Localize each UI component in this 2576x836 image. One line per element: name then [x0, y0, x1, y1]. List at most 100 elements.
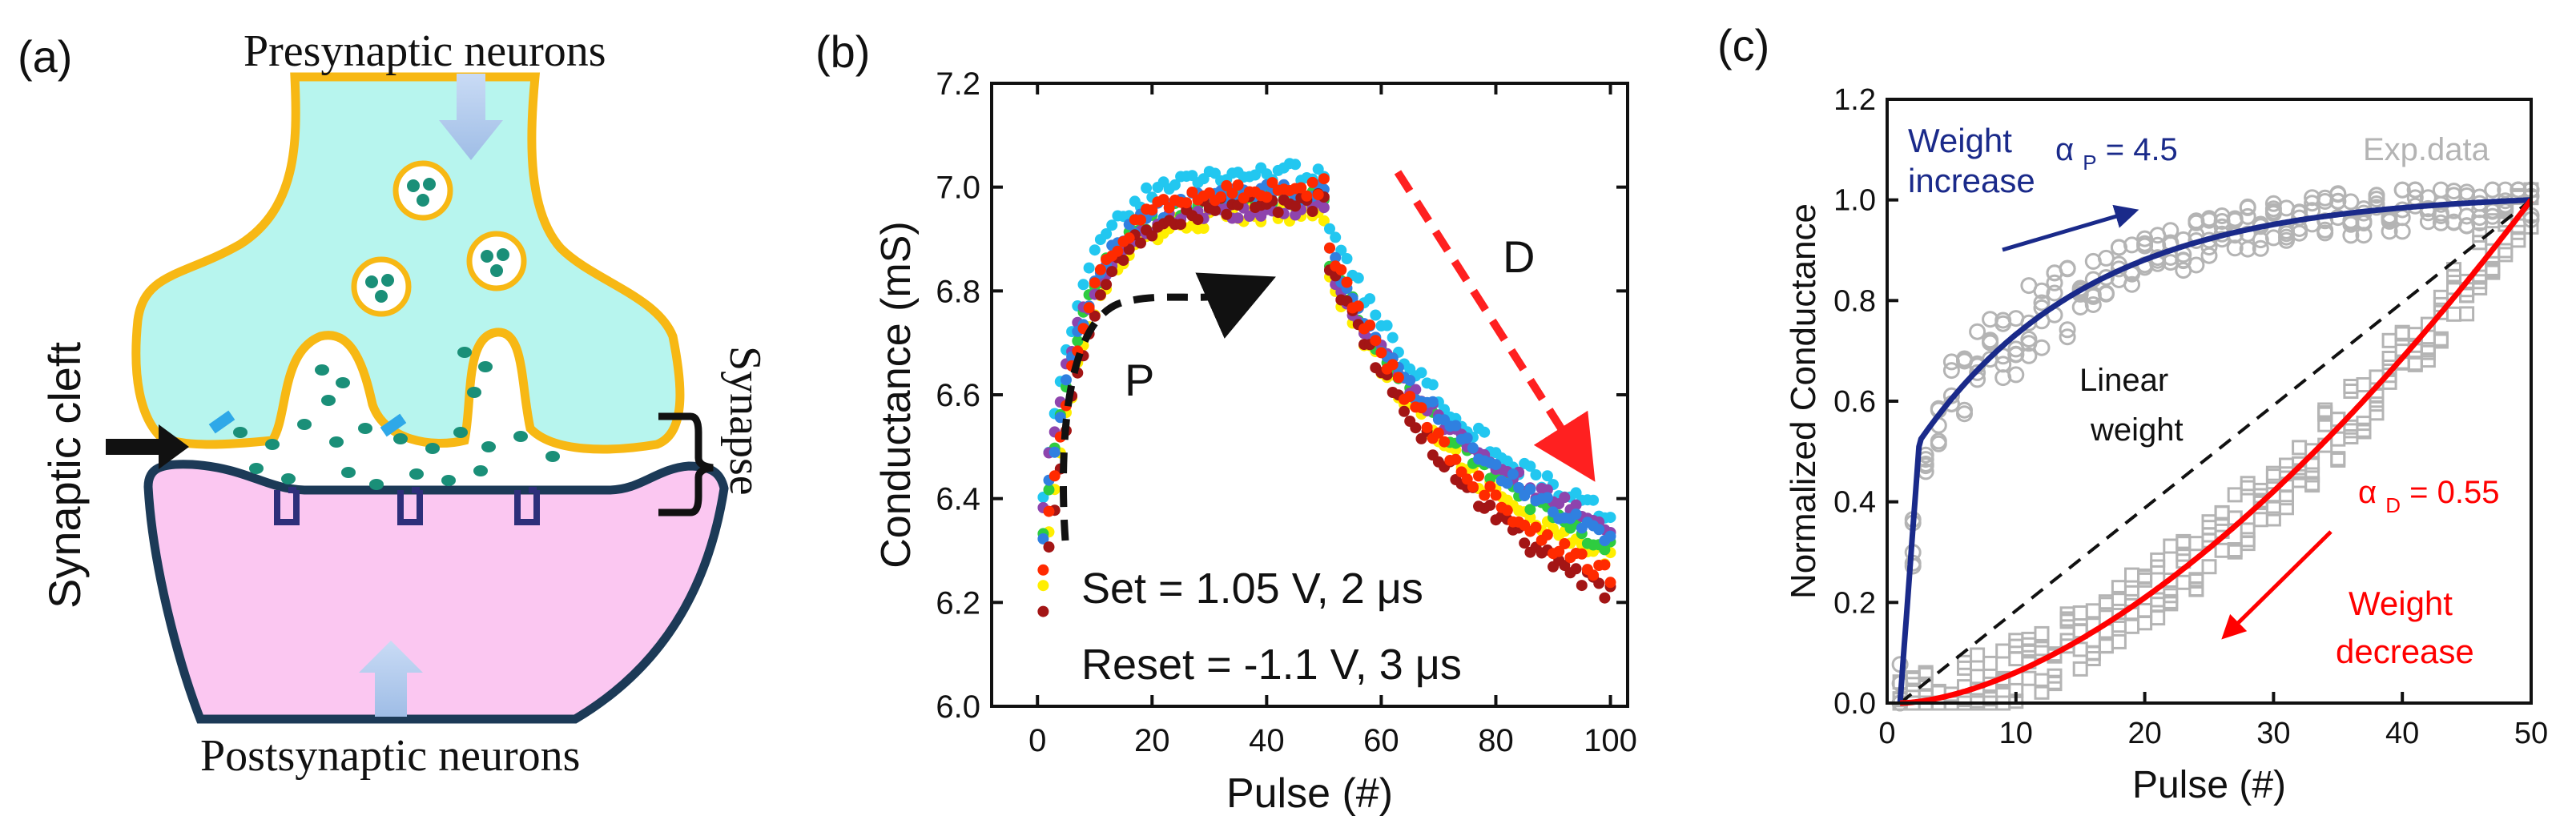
synaptic-cleft-arrow [106, 424, 189, 469]
data-point [1072, 335, 1084, 347]
y-tick-label: 6.8 [936, 274, 980, 309]
data-point [1037, 533, 1049, 545]
exp-point-circle [2304, 195, 2321, 212]
exp-point-square [2240, 536, 2256, 552]
exp-point-circle [2033, 294, 2051, 311]
exp-point-square [2485, 264, 2501, 280]
x-axis-label: Pulse (#) [1226, 770, 1393, 817]
y-tick-label: 0.4 [1833, 486, 1876, 520]
data-point [1037, 580, 1049, 592]
exp-point-circle [2252, 239, 2269, 257]
linear-weight-line-1: Linear [2079, 363, 2168, 398]
data-point [1524, 504, 1536, 516]
exp-point-square [2265, 511, 2281, 527]
exp-point-square [2188, 581, 2204, 597]
exp-point-square [1957, 660, 1972, 676]
data-point [1141, 182, 1153, 194]
exp-point-square [2047, 676, 2063, 692]
exp-point-circle [1942, 362, 1960, 380]
y-axis-label: Conductance (mS) [873, 221, 920, 569]
receptors [274, 487, 540, 525]
postsynaptic-arrow [359, 641, 423, 717]
exp-point-square [2072, 661, 2088, 677]
data-point [1570, 508, 1582, 520]
exp-point-circle [2264, 195, 2282, 212]
data-point [1232, 212, 1244, 224]
data-point [1049, 470, 1061, 482]
exp-point-square [2510, 232, 2526, 248]
data-point [1089, 244, 1101, 256]
data-point [1473, 470, 1484, 482]
exp-point-circle [2033, 282, 2051, 299]
exp-point-square [2098, 638, 2114, 654]
potentiation-fit-line [1897, 197, 2532, 704]
data-point [1043, 541, 1055, 553]
exp-point-circle [1969, 323, 1986, 340]
data-point [1507, 468, 1519, 480]
panel-a-label: (a) [18, 31, 72, 82]
data-point [1364, 293, 1376, 305]
exp-point-square [2381, 351, 2397, 366]
data-point [1467, 481, 1479, 492]
data-point [1404, 391, 1416, 402]
data-point [1043, 484, 1055, 496]
exp-point-square [2150, 592, 2166, 608]
data-point [1266, 177, 1278, 189]
chart-c-lines [1897, 197, 2534, 706]
data-point [1604, 512, 1616, 524]
data-point [1352, 300, 1364, 312]
data-point [1570, 499, 1582, 511]
data-point [1077, 279, 1089, 291]
exp-point-square [2201, 559, 2217, 575]
exp-point-square [2034, 641, 2050, 657]
y-tick-label: 1.2 [1833, 83, 1876, 117]
exp-point-square [1905, 671, 1921, 687]
data-point [1324, 223, 1335, 235]
exp-point-square [2150, 597, 2166, 613]
weight-increase-line-1: Weight [1908, 122, 2012, 159]
exp-point-square [2459, 306, 2475, 322]
data-point [1576, 580, 1588, 592]
exp-point-circle [2264, 203, 2282, 220]
x-tick-label: 100 [1584, 723, 1637, 758]
vesicles [351, 160, 527, 317]
synapse-brace [658, 412, 714, 516]
data-point [1083, 262, 1095, 274]
data-point [1415, 367, 1427, 379]
weight-increase-line-2: increase [1908, 162, 2035, 199]
exp-point-circle [2123, 275, 2140, 293]
exp-point-square [2124, 585, 2139, 601]
weight-decrease-line-2: decrease [2336, 633, 2474, 670]
exp-point-square [2240, 476, 2256, 492]
data-point [1169, 179, 1181, 191]
exp-point-square [2085, 651, 2101, 666]
exp-point-circle [2110, 239, 2127, 256]
data-point [1295, 182, 1307, 194]
alpha-d-symbol: α [2358, 475, 2377, 510]
data-point [1381, 320, 1393, 332]
exp-point-circle [1982, 333, 1999, 351]
linear-weight-line [1898, 199, 2533, 705]
data-point [1106, 266, 1118, 278]
data-point [1370, 335, 1382, 347]
data-point [1330, 231, 1342, 243]
exp-point-square [2150, 610, 2166, 626]
data-point [1392, 372, 1404, 384]
data-point [1094, 263, 1106, 275]
weight-increase-label: Weight increase [1908, 122, 2035, 199]
data-point [1501, 504, 1513, 516]
exp-point-square [2214, 542, 2230, 558]
data-point [1221, 208, 1233, 220]
exp-point-square [2265, 468, 2281, 484]
linear-weight-line-2: weight [2090, 412, 2184, 448]
exp-point-circle [2149, 227, 2167, 244]
exp-point-square [2034, 625, 2050, 641]
exp-point-square [2472, 274, 2488, 290]
exp-cycle-potentiation [1891, 181, 2540, 712]
data-point [1312, 189, 1324, 201]
exp-point-square [2137, 603, 2153, 618]
data-point [1306, 206, 1318, 217]
depression-fit-line [1899, 198, 2534, 706]
y-tick-label: 7.2 [936, 66, 980, 102]
exp-point-circle [2059, 321, 2076, 339]
